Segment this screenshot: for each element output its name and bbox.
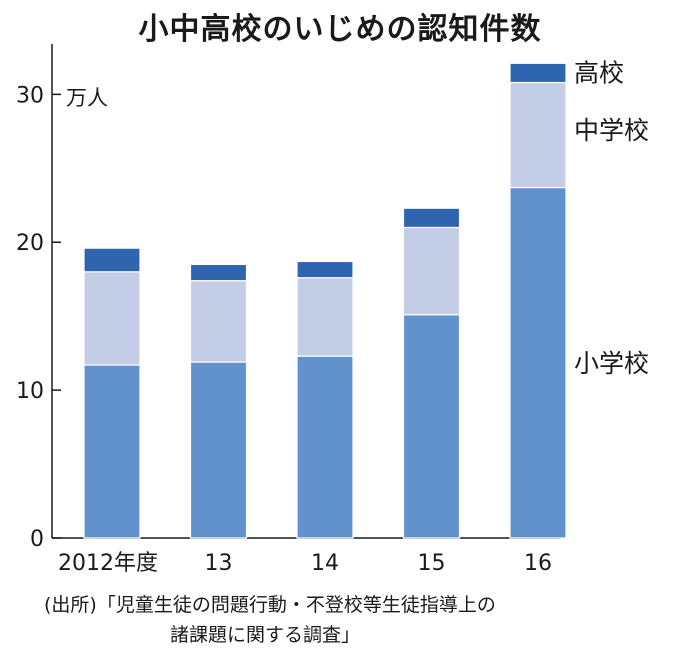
x-tick-label: 15 bbox=[418, 551, 446, 576]
y-tick-label: 30 bbox=[16, 83, 44, 108]
unit-label: 万人 bbox=[66, 86, 108, 110]
stacked-bar-chart: 0 10 20 30 2012年度 13 14 15 16 小学校 中学校 高校 bbox=[16, 44, 649, 576]
series-label: 小学校 bbox=[574, 349, 649, 378]
bar-segment-elementary bbox=[83, 364, 141, 539]
source-line-2: 諸課題に関する調査」 bbox=[170, 624, 361, 646]
bar-segment-high-school bbox=[402, 207, 461, 229]
bar-segment-junior-high bbox=[83, 271, 141, 366]
x-tick-label: 14 bbox=[311, 551, 339, 576]
y-tick-label: 20 bbox=[16, 231, 44, 256]
chart-title: 小中高校のいじめの認知件数 bbox=[138, 12, 542, 47]
bar-segment-high-school bbox=[83, 247, 141, 273]
series-label: 中学校 bbox=[574, 116, 649, 145]
y-tick-label: 10 bbox=[16, 379, 44, 404]
x-tick-label: 16 bbox=[524, 551, 552, 576]
y-tick-label: 0 bbox=[30, 527, 44, 552]
x-tick-label: 13 bbox=[205, 551, 233, 576]
bar-segment-elementary bbox=[509, 186, 567, 539]
x-tick-label: 2012年度 bbox=[58, 551, 158, 576]
bar-segment-elementary bbox=[189, 361, 248, 539]
bar-segment-junior-high bbox=[296, 277, 354, 357]
bar-segment-junior-high bbox=[402, 226, 461, 316]
series-label: 高校 bbox=[574, 58, 624, 87]
bar-segment-high-school bbox=[509, 62, 567, 84]
bar-segment-high-school bbox=[296, 260, 354, 279]
bar-segment-elementary bbox=[296, 355, 354, 539]
bar-segment-high-school bbox=[189, 263, 248, 282]
source-line-1: (出所)「児童生徒の問題行動・不登校等生徒指導上の bbox=[44, 594, 496, 616]
bar-segment-junior-high bbox=[189, 280, 248, 363]
bar-segment-junior-high bbox=[509, 81, 567, 189]
source-note: (出所)「児童生徒の問題行動・不登校等生徒指導上の 諸課題に関する調査」 bbox=[44, 590, 496, 650]
bar-segment-elementary bbox=[402, 314, 461, 539]
